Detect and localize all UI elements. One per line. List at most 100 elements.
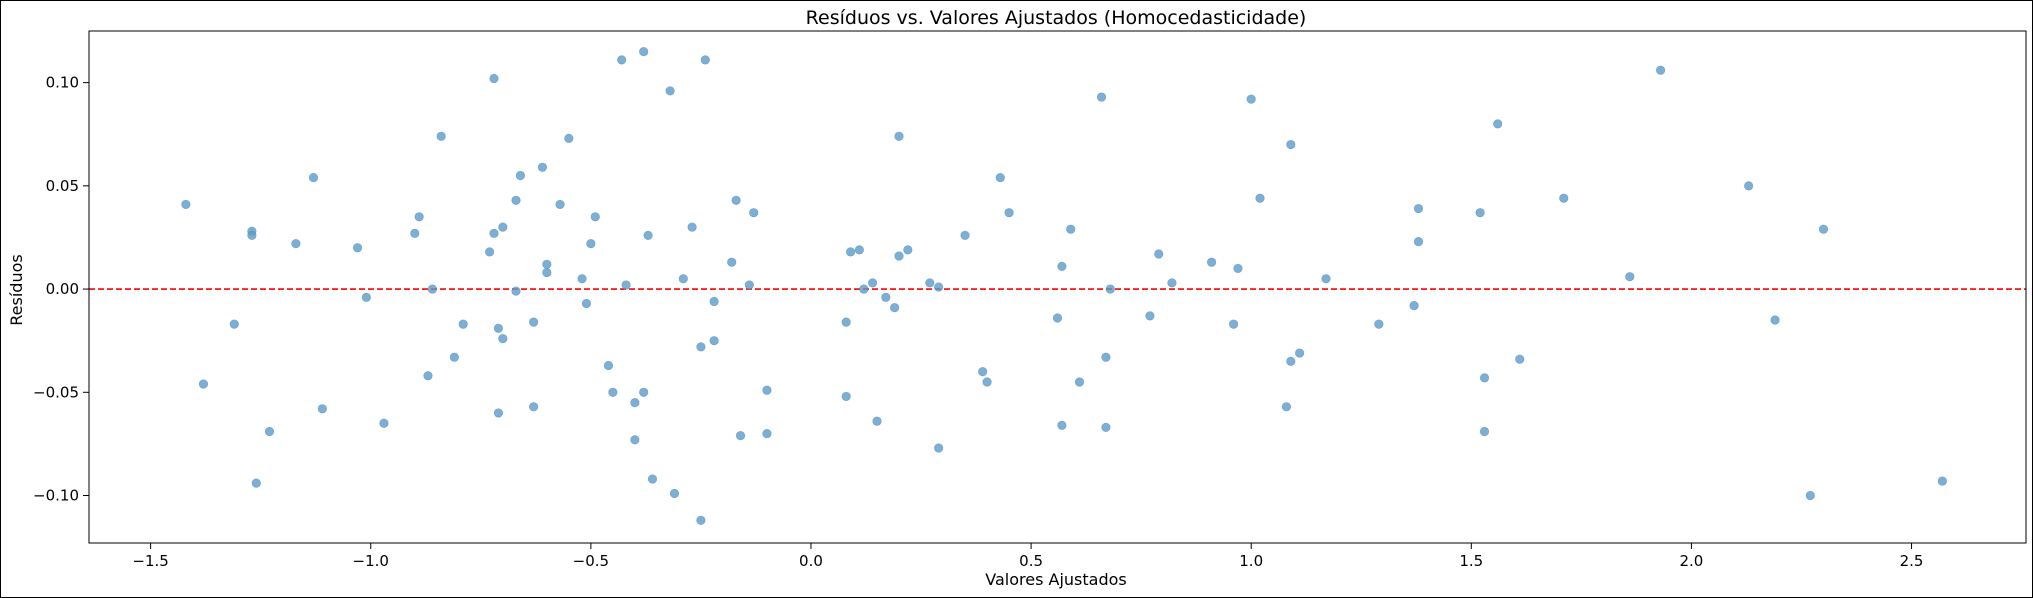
data-point [868,278,878,288]
data-point [1374,319,1384,329]
data-point [1105,284,1115,294]
data-point [581,298,592,309]
data-point [687,222,697,232]
x-tick-label: 2.0 [1679,552,1703,570]
data-point [890,303,900,313]
data-point [639,47,649,57]
chart-title: Resíduos vs. Valores Ajustados (Homoceda… [806,7,1307,29]
data-point [498,222,508,232]
data-point [925,278,935,288]
data-point [1479,373,1490,383]
data-point [317,404,327,414]
data-point [1154,249,1164,259]
data-point [229,319,239,329]
data-point [247,230,257,240]
data-point [1413,236,1424,247]
data-point [647,474,658,484]
data-point [498,334,508,344]
data-point [608,387,618,397]
x-tick-label: −1.5 [132,552,168,570]
data-point [1625,272,1635,282]
data-point [995,172,1005,183]
x-axis: −1.5 −1.0 −0.5 0.0 0.5 1.0 1.5 2.0 2.5 [132,543,1923,570]
data-point [872,416,882,426]
data-point [978,367,988,377]
data-point [1515,354,1525,364]
y-tick-label: 0.05 [46,177,79,195]
data-point [1066,224,1076,234]
data-point [744,280,754,290]
data-point [894,131,904,141]
data-point [1255,193,1265,203]
data-point [511,195,521,205]
data-point [841,391,851,402]
data-point [731,195,741,205]
data-point [709,296,719,307]
data-point [1656,65,1666,75]
data-point [669,488,680,499]
data-point [1493,119,1503,129]
y-axis-label: Resíduos [7,254,26,325]
data-point [291,239,301,249]
data-point [859,284,869,294]
data-point [903,245,913,255]
data-point [762,385,772,395]
y-tick-label: −0.10 [33,487,79,505]
data-point [264,426,275,437]
data-point [894,251,904,261]
x-axis-label: Valores Ajustados [985,570,1126,589]
y-tick-label: 0.10 [46,74,79,92]
data-point [1286,356,1296,366]
data-point [665,86,675,96]
x-tick-label: 1.0 [1239,552,1263,570]
data-point [982,377,992,387]
data-point [1101,422,1111,432]
data-point [1206,257,1217,267]
data-point [696,515,706,525]
data-point [934,443,944,453]
x-tick-label: 1.5 [1459,552,1483,570]
data-point [423,371,433,381]
data-point [1770,315,1780,325]
data-point [749,208,759,218]
data-point [489,228,499,238]
data-point [555,199,565,210]
data-point [537,162,548,172]
data-point [493,408,504,418]
data-point [577,274,587,284]
data-point [603,360,614,371]
y-tick-label: −0.05 [33,383,79,401]
data-point [1057,261,1067,271]
data-point [1281,402,1292,412]
x-tick-label: 2.5 [1900,552,1924,570]
data-point [1475,208,1485,218]
data-point [841,317,851,327]
data-point [414,212,424,222]
data-point [542,267,552,278]
data-point [1052,313,1063,323]
data-point [1233,263,1243,274]
data-point [700,55,710,65]
data-point [1818,224,1829,234]
data-point [1101,352,1111,362]
data-point [1805,490,1815,501]
data-point [1004,208,1014,218]
data-point [1228,319,1239,329]
data-point [436,131,446,141]
y-axis: −0.10 −0.05 0.00 0.05 0.10 [33,74,89,505]
data-point [449,352,459,362]
data-point [493,323,504,333]
data-point [352,243,363,253]
data-point [511,286,521,296]
data-point [1057,420,1067,430]
data-point [361,292,371,302]
data-point [727,257,737,267]
data-point [934,282,944,292]
data-point [1479,426,1490,437]
data-point [762,428,772,439]
data-point [542,259,552,269]
data-point [529,317,539,327]
plot-area [88,30,2027,544]
data-point [251,478,261,488]
